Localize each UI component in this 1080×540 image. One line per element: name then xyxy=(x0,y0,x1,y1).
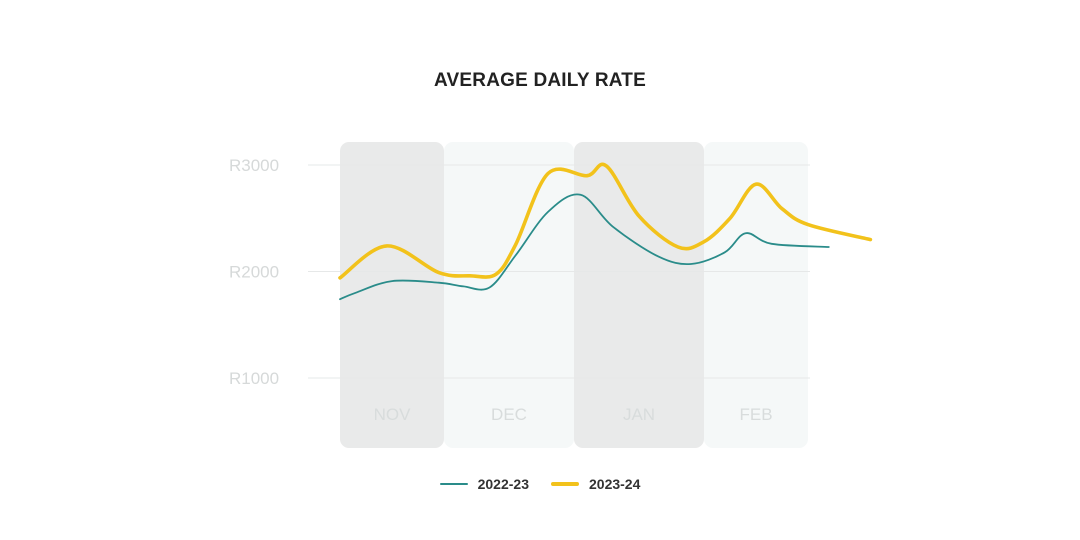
y-tick-label-2000: R2000 xyxy=(229,263,279,282)
y-tick-label-3000: R3000 xyxy=(229,156,279,175)
month-label-nov: NOV xyxy=(374,405,412,424)
y-tick-label-1000: R1000 xyxy=(229,369,279,388)
chart-title: AVERAGE DAILY RATE xyxy=(434,70,646,91)
month-band-jan xyxy=(574,142,704,448)
legend-swatch-2022-23 xyxy=(439,483,468,485)
month-label-feb: FEB xyxy=(739,405,772,424)
legend-item-2022-23[interactable]: 2022-23 xyxy=(439,476,529,492)
month-band-nov xyxy=(340,142,444,448)
legend-swatch-2023-24 xyxy=(551,482,579,486)
month-band-dec xyxy=(444,142,574,448)
chart-legend: 2022-23 2023-24 xyxy=(0,476,1080,492)
series-line-2022-23 xyxy=(339,193,830,301)
month-band-feb xyxy=(704,142,808,448)
legend-label-2023-24: 2023-24 xyxy=(589,476,641,492)
month-label-jan: JAN xyxy=(623,405,655,424)
month-label-dec: DEC xyxy=(491,405,527,424)
legend-label-2022-23: 2022-23 xyxy=(477,476,529,492)
series-line-2023-24 xyxy=(338,162,873,280)
legend-item-2023-24[interactable]: 2023-24 xyxy=(551,476,640,492)
